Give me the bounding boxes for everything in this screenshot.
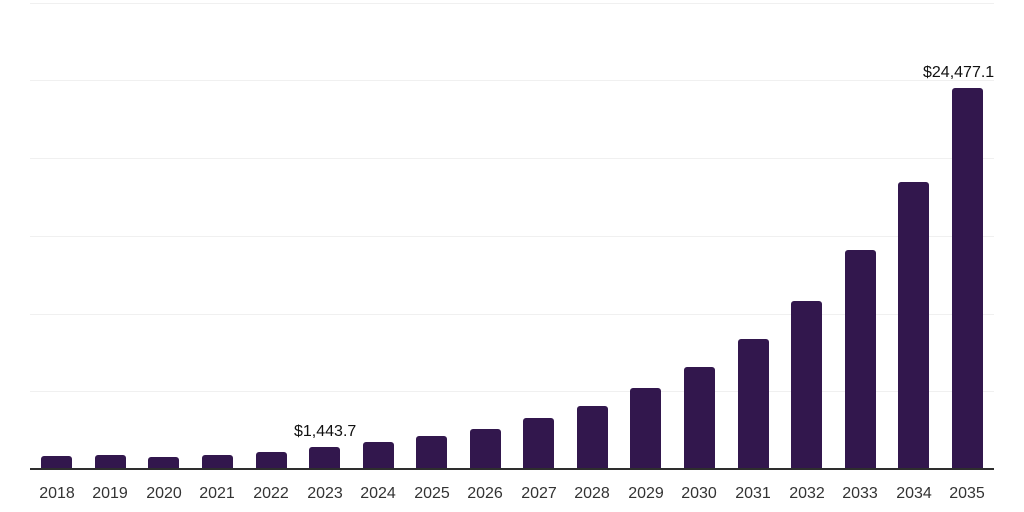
x-axis-label-2025: 2025 bbox=[414, 485, 450, 502]
x-axis-label-2031: 2031 bbox=[735, 485, 771, 502]
bar-2033[interactable] bbox=[845, 250, 876, 469]
y-gridline bbox=[30, 158, 994, 159]
bar-2020[interactable] bbox=[148, 457, 179, 469]
x-axis-label-2033: 2033 bbox=[842, 485, 878, 502]
x-axis-label-2019: 2019 bbox=[92, 485, 128, 502]
x-axis-label-2034: 2034 bbox=[896, 485, 932, 502]
y-gridline bbox=[30, 80, 994, 81]
bar-2032[interactable] bbox=[791, 301, 822, 469]
bar-2028[interactable] bbox=[577, 406, 608, 469]
bar-2018[interactable] bbox=[41, 456, 72, 469]
data-label-2023: $1,443.7 bbox=[294, 423, 357, 440]
bar-2031[interactable] bbox=[738, 339, 769, 469]
x-axis-label-2021: 2021 bbox=[199, 485, 235, 502]
x-axis-label-2022: 2022 bbox=[253, 485, 289, 502]
x-axis-label-2029: 2029 bbox=[628, 485, 664, 502]
x-axis-label-2023: 2023 bbox=[307, 485, 343, 502]
x-axis-label-2028: 2028 bbox=[574, 485, 610, 502]
bar-2022[interactable] bbox=[256, 452, 287, 469]
x-axis-label-2027: 2027 bbox=[521, 485, 557, 502]
x-axis-label-2032: 2032 bbox=[789, 485, 825, 502]
bar-2025[interactable] bbox=[416, 436, 447, 469]
x-axis-label-2018: 2018 bbox=[39, 485, 75, 502]
bar-2023[interactable] bbox=[309, 447, 340, 469]
y-gridline bbox=[30, 391, 994, 392]
x-axis-label-2035: 2035 bbox=[949, 485, 985, 502]
bar-2026[interactable] bbox=[470, 429, 501, 469]
y-gridline bbox=[30, 314, 994, 315]
x-axis-label-2030: 2030 bbox=[681, 485, 717, 502]
bar-2019[interactable] bbox=[95, 455, 126, 469]
bar-2029[interactable] bbox=[630, 388, 661, 469]
x-axis-line bbox=[30, 468, 994, 470]
x-axis-label-2024: 2024 bbox=[360, 485, 396, 502]
bar-2027[interactable] bbox=[523, 418, 554, 469]
data-label-2035: $24,477.1 bbox=[923, 64, 995, 81]
y-gridline bbox=[30, 3, 994, 4]
x-axis-label-2026: 2026 bbox=[467, 485, 503, 502]
x-axis-label-2020: 2020 bbox=[146, 485, 182, 502]
bar-2035[interactable] bbox=[952, 88, 983, 469]
bar-2030[interactable] bbox=[684, 367, 715, 469]
y-gridline bbox=[30, 236, 994, 237]
bar-2021[interactable] bbox=[202, 455, 233, 469]
bar-2034[interactable] bbox=[898, 182, 929, 469]
bar-2024[interactable] bbox=[363, 442, 394, 469]
